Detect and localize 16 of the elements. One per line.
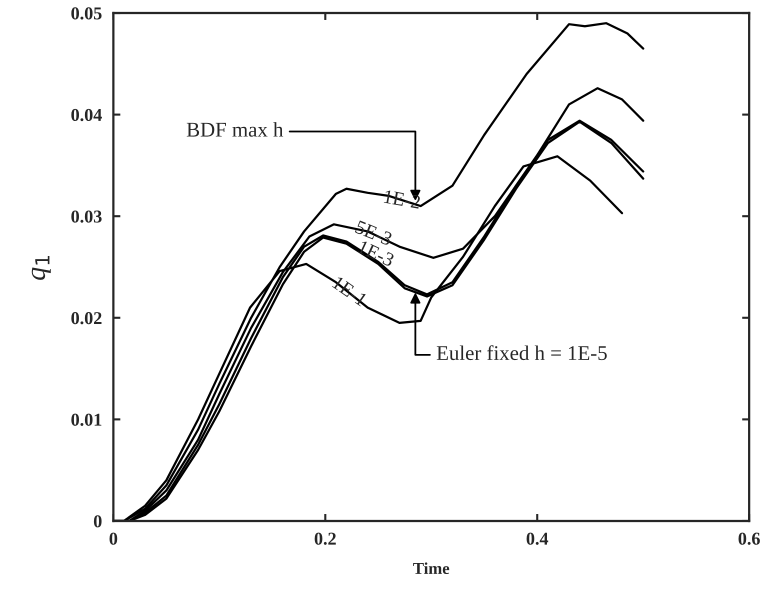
annotation: BDF max h [186,122,284,137]
annotation: 1E-2 [384,190,421,209]
y-tick-label: 0.02 [71,312,102,324]
annotation: 1E-1 [332,276,368,306]
x-tick-label: 0 [110,532,118,545]
y-tick-label: 0.04 [71,108,102,122]
x-tick-label: 0.4 [526,532,548,545]
x-tick-label: 0.2 [314,532,336,545]
y-tick-label: 0 [94,515,102,528]
x-axis-title: Time [413,562,450,574]
x-tick-label: 0.6 [738,532,760,545]
y-tick-label: 0.03 [71,210,102,223]
y-tick-label: 0.01 [71,414,102,426]
y-tick-label: 0.05 [71,7,102,20]
y-axis-title: q$_{1}$ [32,256,51,280]
annotation: Euler fixed h = 1E-5 [436,345,607,360]
